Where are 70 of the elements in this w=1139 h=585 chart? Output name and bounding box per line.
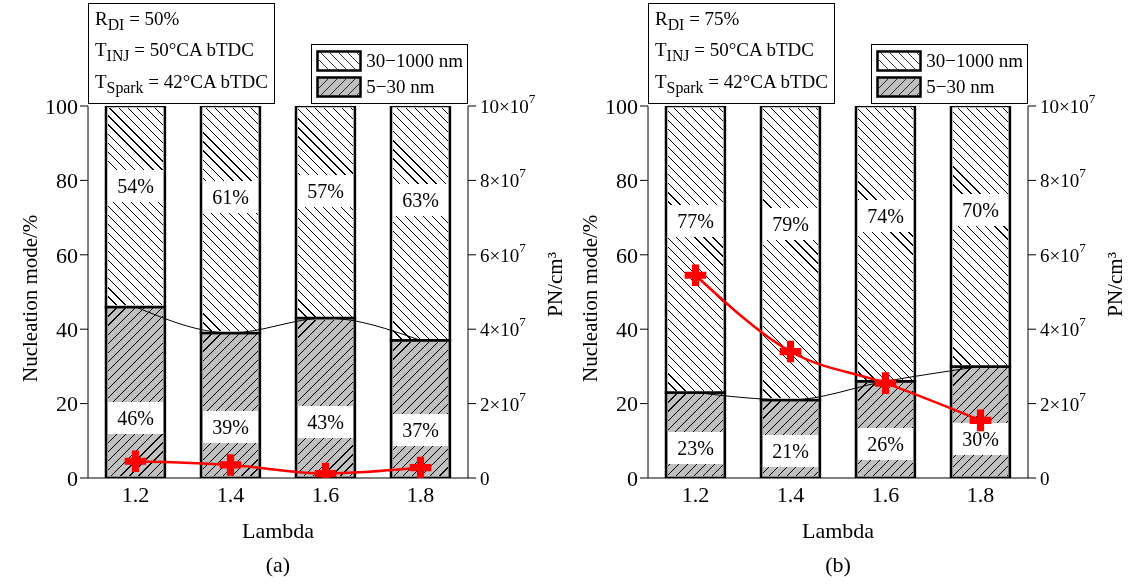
- y2-tick-label: 10×10$^{7}$: [1040, 91, 1096, 117]
- text: T$_{INJ}$ = 50°CA bTDC: [95, 38, 255, 67]
- y-tick-label: 60: [616, 242, 638, 268]
- y2-tick-label: 2×10$^{7}$: [480, 388, 527, 415]
- x-tick-label: 1.2: [681, 481, 710, 507]
- y-tick-label: 100: [45, 93, 78, 119]
- y-tick-label: 40: [56, 317, 78, 343]
- y-axis-title: Nucleation mode/%: [578, 214, 603, 382]
- y2-axis-title: PN/cm³: [1103, 252, 1128, 317]
- data-label: 70%: [952, 194, 1009, 227]
- data-label: 77%: [667, 204, 724, 237]
- x-axis-title: Lambda: [241, 518, 315, 543]
- y2-tick-label: 10×10$^{7}$: [480, 91, 536, 117]
- x-tick-label: 1.8: [406, 481, 435, 507]
- y-axis-title: Nucleation mode/%: [18, 214, 43, 382]
- data-label: 39%: [202, 411, 259, 444]
- data-label: 26%: [857, 428, 914, 461]
- point: [969, 409, 992, 432]
- legend-label: 5−30 nm: [366, 75, 435, 99]
- text: T$_{Spark}$ = 42°CA bTDC: [655, 70, 828, 99]
- y2-tick-label: 8×10$^{7}$: [480, 165, 527, 191]
- y-tick-label: 20: [56, 391, 78, 417]
- data-label: 23%: [667, 432, 724, 465]
- y-tick-label: 20: [616, 391, 638, 417]
- data-label: 74%: [857, 200, 914, 233]
- y2-tick-label: 4×10$^{7}$: [1040, 314, 1087, 340]
- data-label: 37%: [392, 413, 449, 446]
- y-tick-label: 0: [67, 465, 78, 491]
- x-tick-label: 1.6: [311, 481, 340, 507]
- text: (a): [264, 552, 292, 578]
- x-tick-label: 1.4: [216, 481, 245, 507]
- y2-tick-label: 6×10$^{7}$: [480, 239, 527, 266]
- y-tick-label: 100: [605, 93, 638, 119]
- text: R$_{DI}$ = 75%: [655, 6, 741, 35]
- data-label: 46%: [107, 402, 164, 435]
- y-tick-label: 60: [56, 242, 78, 268]
- x-tick-label: 1.2: [121, 481, 150, 507]
- legend-label: 5−30 nm: [926, 75, 995, 99]
- data-label: 43%: [297, 406, 354, 438]
- data-label: 79%: [762, 207, 819, 240]
- x-tick-label: 1.6: [871, 481, 900, 507]
- y-tick-label: 40: [616, 317, 638, 343]
- text: R$_{DI}$ = 50%: [95, 6, 181, 35]
- y-tick-label: 80: [616, 168, 638, 194]
- text: (b): [824, 552, 852, 578]
- x-tick-label: 1.4: [776, 481, 805, 507]
- y2-tick-label: 6×10$^{7}$: [1040, 239, 1087, 266]
- y2-axis-title: PN/cm³: [543, 252, 568, 317]
- data-label: 57%: [297, 174, 354, 207]
- legend-label: 30−1000 nm: [926, 49, 1023, 73]
- x-tick-label: 1.8: [966, 481, 995, 507]
- y2-tick-label: 2×10$^{7}$: [1040, 388, 1087, 415]
- y2-tick-label: 8×10$^{7}$: [1040, 165, 1087, 191]
- point: [874, 372, 897, 394]
- text: T$_{Spark}$ = 42°CA bTDC: [95, 70, 268, 99]
- point: [779, 340, 802, 363]
- data-label: 54%: [107, 170, 164, 203]
- y2-tick-label: 0: [480, 467, 490, 489]
- legend-label: 30−1000 nm: [366, 49, 463, 73]
- data-label: 30%: [952, 422, 1009, 455]
- y-tick-label: 80: [56, 168, 78, 194]
- y2-tick-label: 0: [1040, 467, 1050, 489]
- text: T$_{INJ}$ = 50°CA bTDC: [655, 38, 815, 67]
- x-axis-title: Lambda: [801, 518, 875, 543]
- y2-tick-label: 4×10$^{7}$: [480, 314, 527, 340]
- y-tick-label: 0: [627, 465, 638, 491]
- point: [684, 264, 707, 287]
- data-label: 21%: [762, 434, 819, 467]
- data-label: 63%: [392, 183, 449, 216]
- data-label: 61%: [202, 180, 259, 213]
